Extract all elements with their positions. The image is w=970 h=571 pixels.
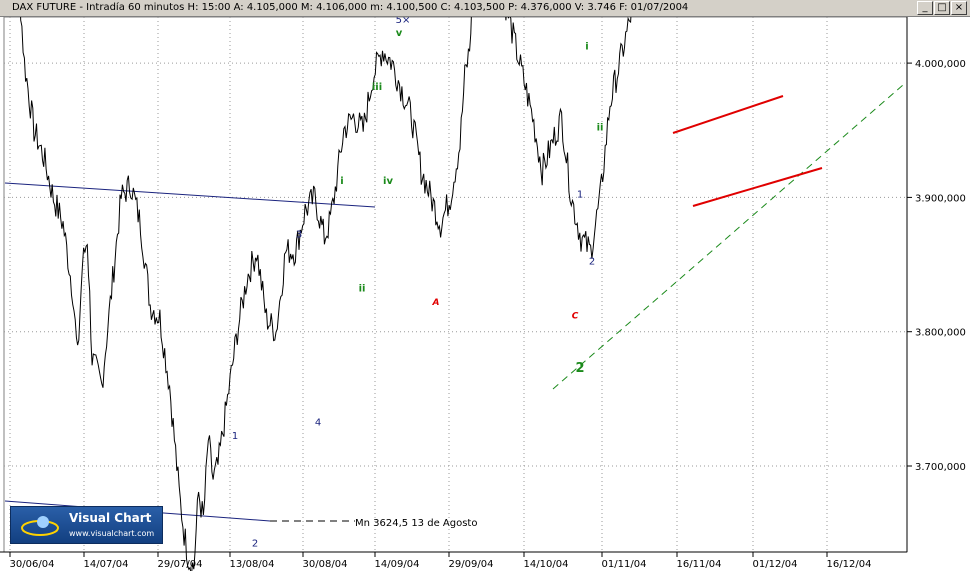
wave-label: A: [432, 298, 440, 308]
close-button[interactable]: ×: [951, 1, 967, 15]
minimize-button[interactable]: _: [917, 1, 933, 15]
visualchart-logo: Visual Chart www.visualchart.com: [10, 506, 163, 544]
logo-name: Visual Chart: [69, 511, 152, 525]
y-axis: 3.700,0003.800,0003.900,0004.000,0004.10…: [906, 17, 966, 552]
wave-label: 2: [589, 257, 595, 268]
logo-url: www.visualchart.com: [69, 529, 155, 538]
x-tick-label: 14/10/04: [524, 559, 569, 570]
wave-label: 1: [232, 431, 238, 442]
channel-upper-line: [672, 95, 784, 134]
window-title: DAX FUTURE - Intradía 60 minutos H: 15:0…: [12, 2, 688, 13]
wave-labels: 1234iiiiiiivv5×1ABC212iiiiiiivv3X354ABC4…: [232, 17, 604, 550]
wave-label: 2: [252, 539, 258, 550]
wave-label: i: [585, 42, 588, 53]
chart-grid: [3, 17, 908, 553]
wave-label: v: [396, 28, 403, 39]
price-series-line: [20, 17, 632, 571]
x-tick-label: 01/12/04: [753, 559, 798, 570]
quote-readout: H: 15:00 A: 4.105,000 M: 4.106,000 m: 4.…: [187, 2, 689, 13]
x-axis: 30/06/04 14/07/04 29/07/04 13/08/04 30/08/04…: [0, 551, 907, 570]
chart-title: DAX FUTURE - Intradía 60 minutos: [12, 2, 185, 13]
x-tick-label: 01/11/04: [602, 559, 647, 570]
x-tick-label: 29/07/04: [158, 559, 203, 570]
wave-label: ii: [359, 283, 366, 294]
trend-lines: [4, 84, 904, 522]
support-trend-line: [552, 84, 904, 390]
wave-label: 4: [315, 418, 321, 429]
channel-lower-line: [692, 167, 823, 207]
price-chart[interactable]: 1234iiiiiiivv5×1ABC212iiiiiiivv3X354ABC4…: [0, 17, 970, 571]
window-titlebar: DAX FUTURE - Intradía 60 minutos H: 15:0…: [0, 0, 970, 17]
x-tick-label: 30/06/04: [10, 559, 55, 570]
wave-label: 1: [577, 189, 583, 200]
x-tick-label: 13/08/04: [230, 559, 275, 570]
x-tick-label: 16/12/04: [827, 559, 872, 570]
resistance-line: [4, 182, 376, 208]
annotation-min: Mn 3624,5 13 de Agosto: [355, 518, 477, 529]
wave-label: i: [340, 176, 343, 187]
x-tick-label: 14/07/04: [84, 559, 129, 570]
wave-label: iii: [372, 82, 382, 93]
wave-label: C: [572, 311, 579, 321]
wave-label: 3: [296, 230, 302, 241]
x-tick-label: 30/08/04: [303, 559, 348, 570]
logo-swoosh-icon: [21, 516, 59, 536]
x-tick-label: 16/11/04: [677, 559, 722, 570]
y-tick-label: 3.900,000: [915, 193, 966, 204]
wave-label: iv: [383, 176, 393, 187]
y-tick-label: 3.700,000: [915, 462, 966, 473]
y-tick-label: 4.000,000: [915, 59, 966, 70]
x-tick-label: 29/09/04: [449, 559, 494, 570]
wave-label: 5×: [396, 17, 411, 26]
wave-label: 2: [575, 361, 584, 376]
wave-label: ii: [597, 122, 604, 133]
x-tick-label: 14/09/04: [375, 559, 420, 570]
maximize-button[interactable]: □: [934, 1, 950, 15]
y-tick-label: 3.800,000: [915, 328, 966, 339]
